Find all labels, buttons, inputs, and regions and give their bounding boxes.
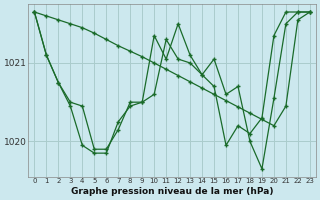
X-axis label: Graphe pression niveau de la mer (hPa): Graphe pression niveau de la mer (hPa) [71, 187, 273, 196]
